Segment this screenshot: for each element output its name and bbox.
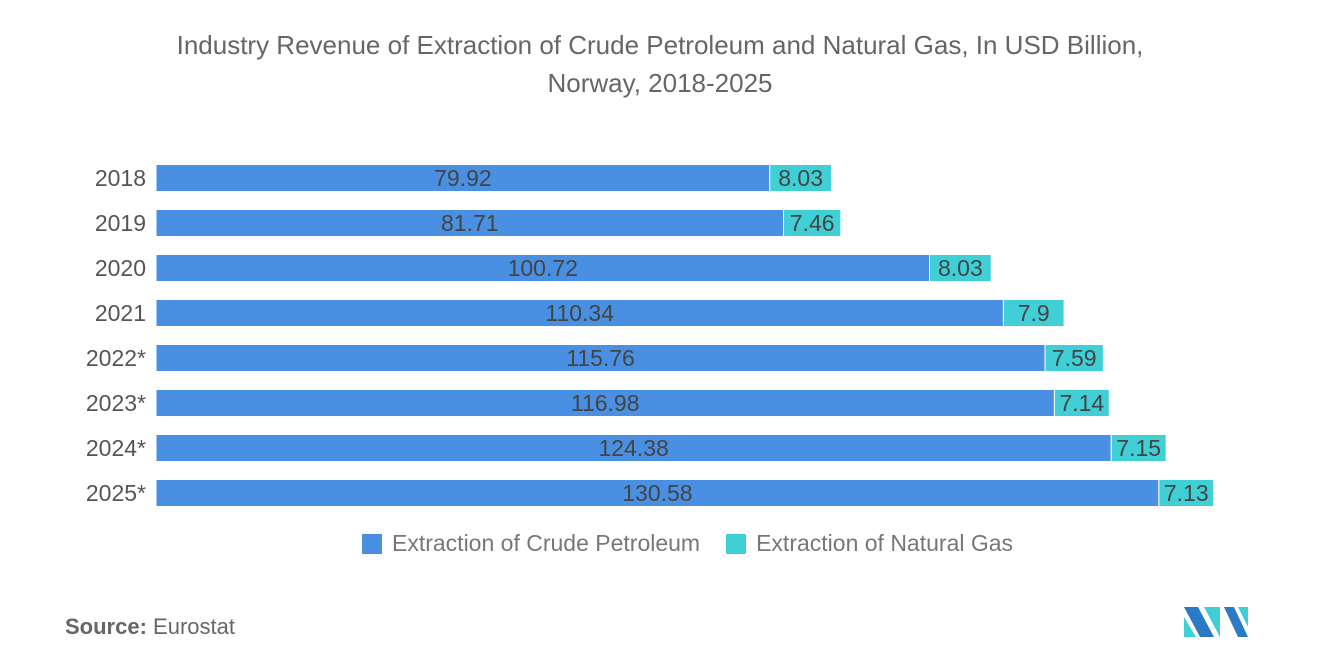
data-label-gas: 7.9 bbox=[1018, 300, 1050, 326]
category-label: 2025* bbox=[86, 480, 146, 506]
data-label-gas: 7.14 bbox=[1059, 390, 1104, 416]
bar-gas bbox=[783, 209, 842, 237]
bar-crude bbox=[155, 299, 1004, 327]
legend-label-gas: Extraction of Natural Gas bbox=[756, 530, 1014, 556]
data-label-gas: 7.59 bbox=[1052, 345, 1097, 371]
bar-crude bbox=[155, 164, 771, 192]
category-label: 2020 bbox=[95, 255, 146, 281]
legend: Extraction of Crude Petroleum Extraction… bbox=[362, 530, 1013, 557]
data-label-gas: 8.03 bbox=[938, 255, 983, 281]
bar-crude bbox=[155, 344, 1046, 372]
data-label-gas: 7.46 bbox=[790, 210, 835, 236]
legend-swatch-crude bbox=[362, 533, 382, 554]
source-value: Eurostat bbox=[153, 614, 235, 639]
data-label-crude: 124.38 bbox=[598, 435, 668, 461]
legend-label-crude: Extraction of Crude Petroleum bbox=[392, 530, 701, 556]
legend-item-gas: Extraction of Natural Gas bbox=[726, 530, 1013, 557]
category-label: 2022* bbox=[86, 345, 146, 371]
bar-crude bbox=[155, 434, 1112, 462]
category-label: 2021 bbox=[95, 300, 146, 326]
legend-swatch-gas bbox=[726, 533, 747, 554]
bar-gas bbox=[1053, 389, 1110, 417]
data-label-crude: 130.58 bbox=[622, 480, 692, 506]
category-label: 2024* bbox=[86, 435, 146, 461]
title-line-1: Industry Revenue of Extraction of Crude … bbox=[176, 30, 1144, 60]
category-label: 2019 bbox=[95, 210, 146, 236]
bar-crude bbox=[155, 254, 931, 282]
bar-crude bbox=[155, 389, 1055, 417]
bar-gas bbox=[1044, 344, 1104, 372]
bar-gas bbox=[929, 254, 992, 282]
data-label-crude: 115.76 bbox=[566, 345, 635, 371]
data-label-gas: 7.13 bbox=[1164, 480, 1209, 506]
data-label-crude: 100.72 bbox=[508, 255, 578, 281]
data-label-crude: 110.34 bbox=[545, 300, 614, 326]
data-label-crude: 116.98 bbox=[571, 390, 640, 416]
bar-gas bbox=[1002, 299, 1065, 327]
data-label-crude: 81.71 bbox=[441, 210, 499, 236]
data-label-gas: 7.15 bbox=[1116, 435, 1161, 461]
logo-icon bbox=[1184, 607, 1248, 637]
source-label: Source: bbox=[65, 614, 147, 639]
category-label: 2018 bbox=[95, 165, 146, 191]
source-note: Source: Eurostat bbox=[65, 614, 235, 640]
bar-gas bbox=[1110, 434, 1167, 462]
data-label-crude: 79.92 bbox=[434, 165, 492, 191]
bar-gas bbox=[769, 164, 832, 192]
data-label-gas: 8.03 bbox=[778, 165, 823, 191]
chart-title: Industry Revenue of Extraction of Crude … bbox=[0, 26, 1320, 102]
bar-gas bbox=[1158, 479, 1215, 507]
title-line-2: Norway, 2018-2025 bbox=[547, 68, 773, 98]
legend-item-crude: Extraction of Crude Petroleum bbox=[362, 530, 700, 557]
category-label: 2023* bbox=[86, 390, 146, 416]
